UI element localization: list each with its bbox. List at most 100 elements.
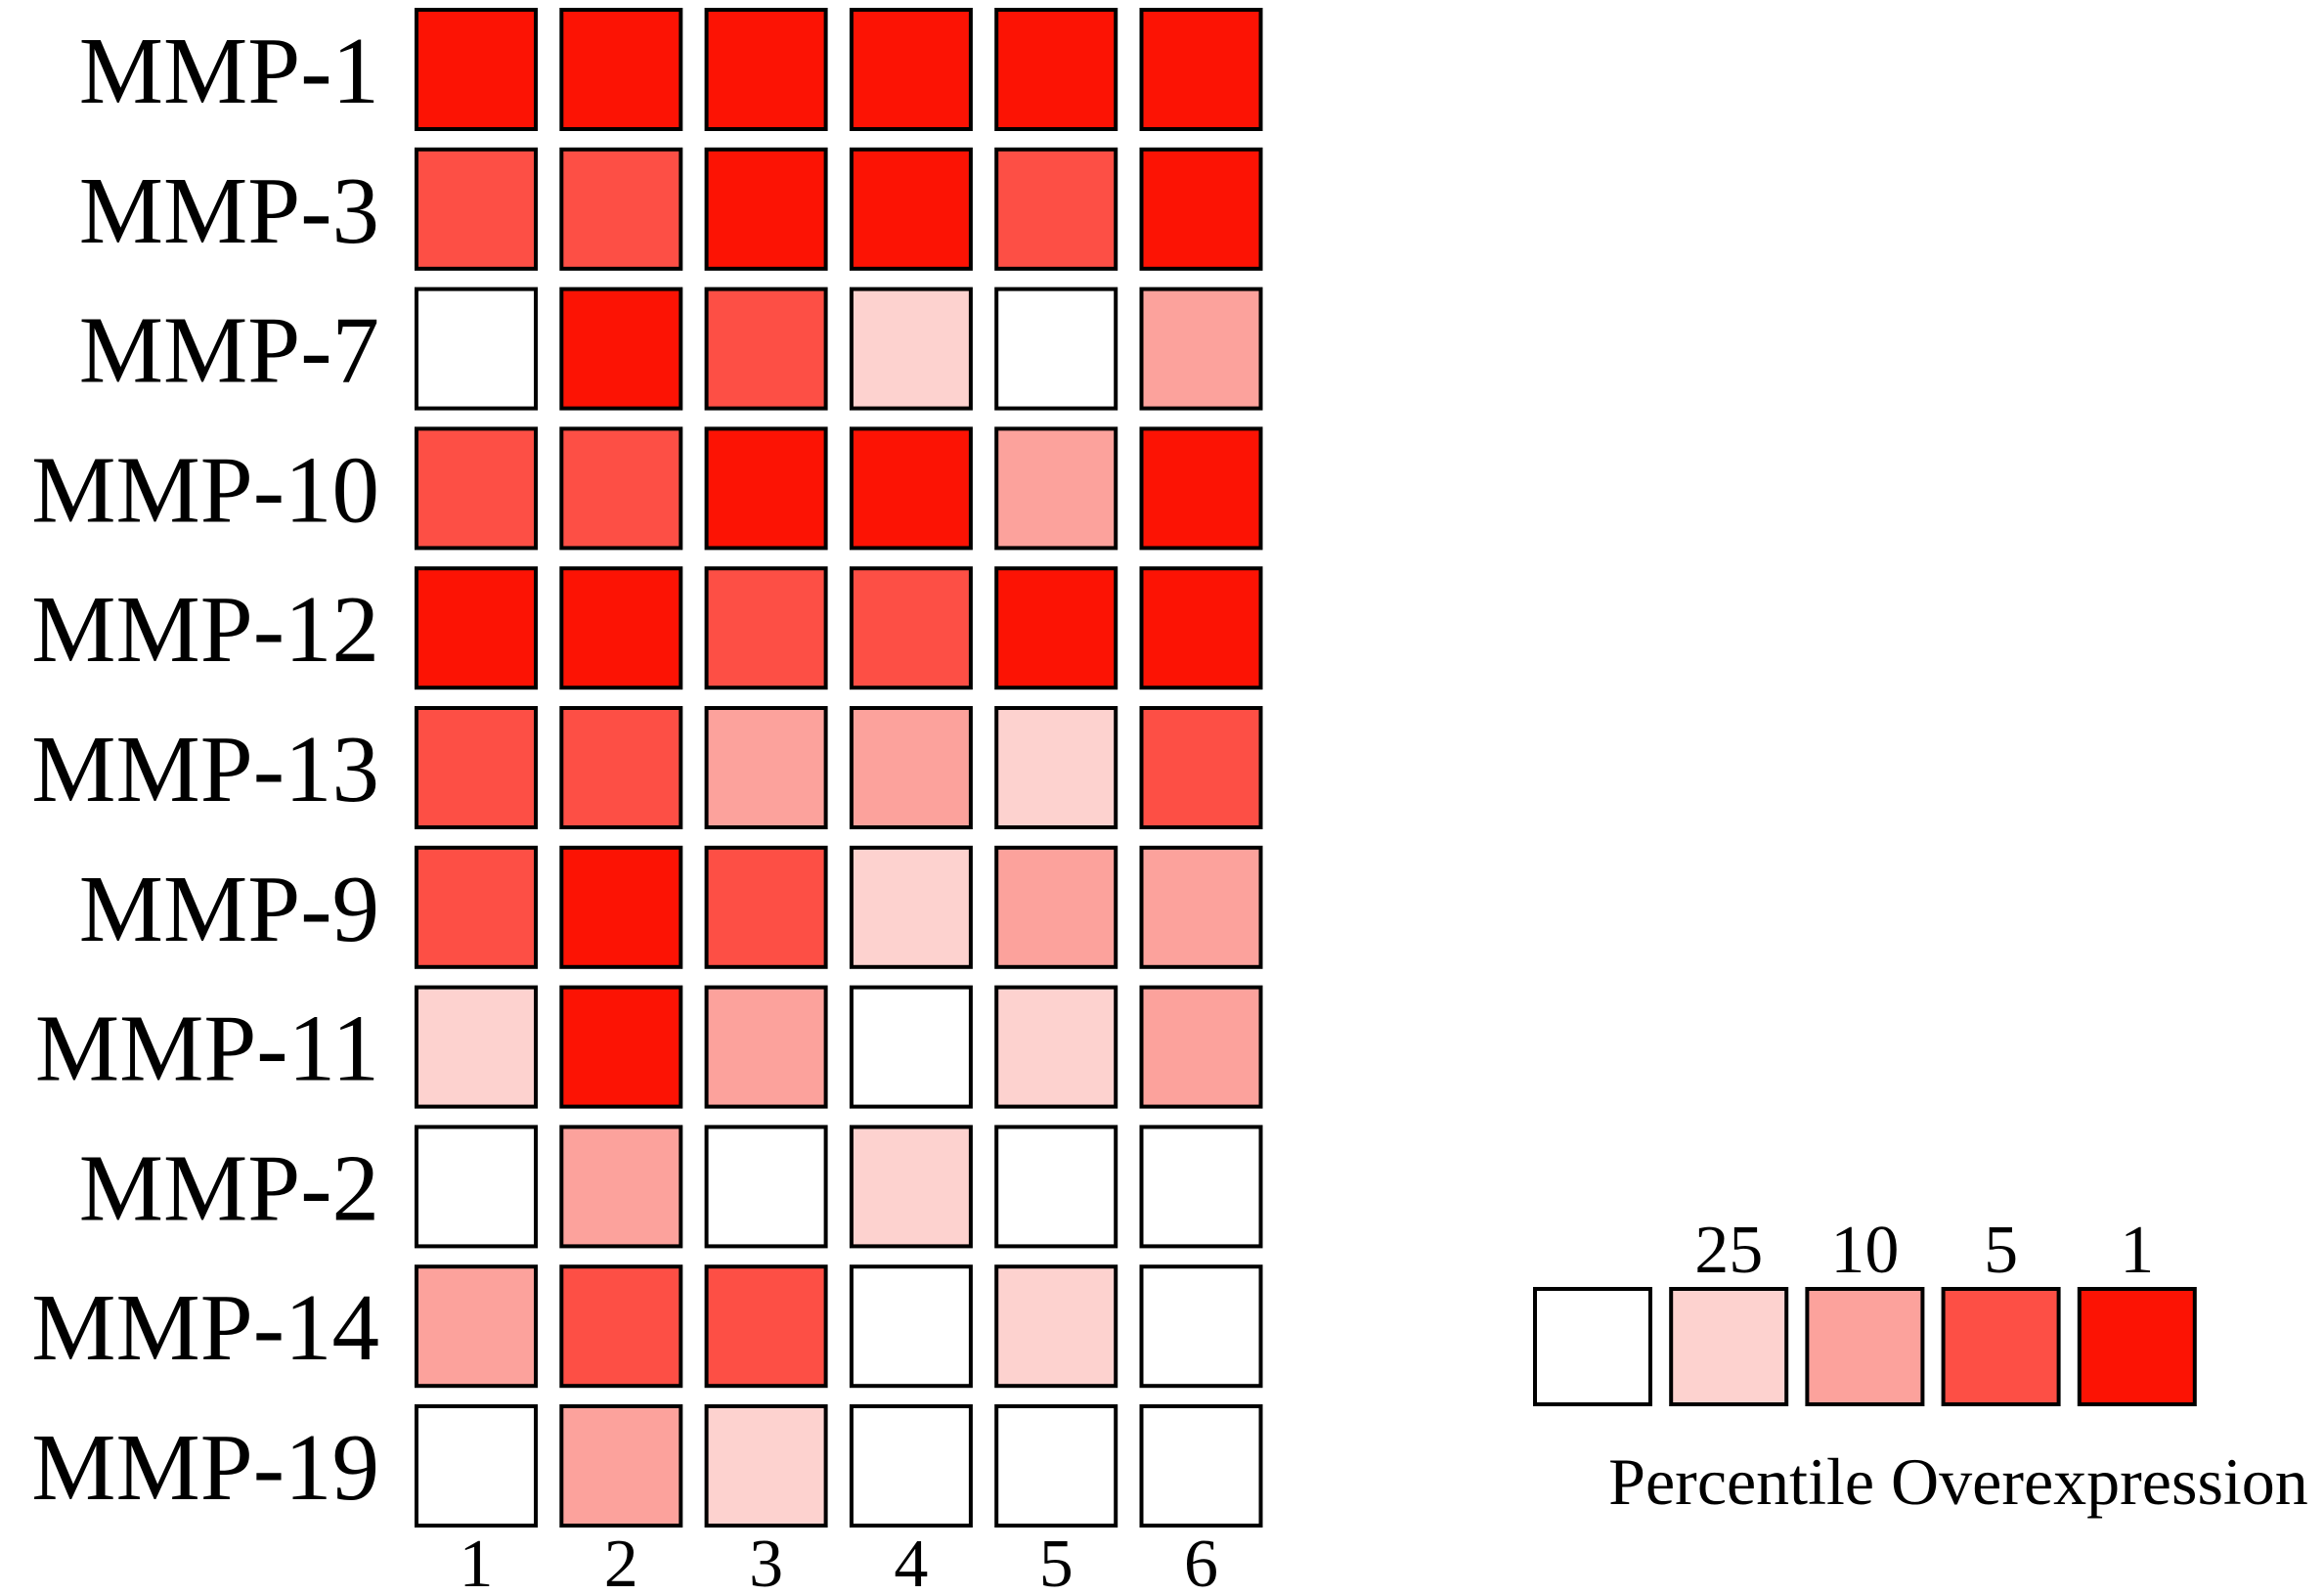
heatmap-cell xyxy=(559,287,683,411)
legend-tick-label: 10 xyxy=(1830,1213,1899,1288)
row-label: MMP-9 xyxy=(79,857,379,961)
heatmap-cell xyxy=(994,147,1118,271)
heatmap-cell xyxy=(559,706,683,829)
heatmap-cell xyxy=(849,845,973,969)
heatmap-cell xyxy=(704,1264,828,1389)
heatmap-cell xyxy=(559,8,683,131)
heatmap-cell xyxy=(994,426,1118,551)
heatmap-cell xyxy=(559,426,683,551)
legend-tick-label: 5 xyxy=(1984,1213,2018,1288)
heatmap-cell xyxy=(849,1125,973,1249)
row-label: MMP-10 xyxy=(31,437,379,542)
heatmap-cell xyxy=(1139,566,1263,690)
heatmap-cell xyxy=(849,706,973,829)
legend-swatch xyxy=(1533,1287,1652,1406)
heatmap-cell xyxy=(1139,8,1263,131)
heatmap-cell xyxy=(994,985,1118,1109)
heatmap-cell xyxy=(704,706,828,829)
legend-swatch xyxy=(2077,1287,2197,1406)
heatmap-cell xyxy=(415,985,538,1109)
heatmap-cell xyxy=(704,566,828,690)
legend-tick-label: 25 xyxy=(1694,1213,1763,1288)
heatmap-cell xyxy=(1139,985,1263,1109)
row-labels: MMP-1 MMP-3 MMP-7 MMP-10 MMP-12 MMP-13 MMP-9 MM… xyxy=(31,19,379,1520)
heatmap-cell xyxy=(849,287,973,411)
legend-swatch xyxy=(1805,1287,1925,1406)
heatmap-cell xyxy=(994,8,1118,131)
heatmap-cell xyxy=(415,845,538,969)
legend-ticks: 25 10 5 1 xyxy=(1694,1213,2154,1288)
heatmap-cell xyxy=(704,426,828,551)
heatmap-cell xyxy=(994,566,1118,690)
heatmap-cell xyxy=(849,1404,973,1528)
row-label: MMP-13 xyxy=(31,717,379,821)
row-label: MMP-7 xyxy=(79,298,379,403)
row-label: MMP-3 xyxy=(79,158,379,263)
legend-swatches xyxy=(1533,1287,2197,1406)
row-label: MMP-14 xyxy=(31,1275,379,1380)
heatmap-cell xyxy=(415,1264,538,1389)
heatmap-cell xyxy=(994,706,1118,829)
heatmap-cell xyxy=(1139,1404,1263,1528)
heatmap-cell xyxy=(994,287,1118,411)
column-label: 3 xyxy=(749,1527,783,1595)
heatmap-cell xyxy=(559,845,683,969)
heatmap-cell xyxy=(1139,845,1263,969)
heatmap-cell xyxy=(994,845,1118,969)
heatmap-cell xyxy=(704,1125,828,1249)
heatmap-cell xyxy=(704,985,828,1109)
heatmap-cell xyxy=(1139,287,1263,411)
column-labels: 1 2 3 4 5 6 xyxy=(460,1527,1219,1595)
heatmap-cell xyxy=(1139,426,1263,551)
legend-swatch xyxy=(1941,1287,2061,1406)
column-label: 6 xyxy=(1184,1527,1218,1595)
heatmap-cell xyxy=(415,1125,538,1249)
heatmap-cell xyxy=(849,426,973,551)
heatmap-cell xyxy=(994,1125,1118,1249)
heatmap-cell xyxy=(994,1404,1118,1528)
row-label: MMP-2 xyxy=(79,1135,379,1240)
heatmap-cell xyxy=(415,426,538,551)
heatmap-cell xyxy=(1139,706,1263,829)
heatmap-cell xyxy=(559,985,683,1109)
column-label: 4 xyxy=(894,1527,928,1595)
column-label: 2 xyxy=(604,1527,638,1595)
column-label: 1 xyxy=(460,1527,494,1595)
heatmap-cell xyxy=(704,845,828,969)
heatmap-cell xyxy=(415,706,538,829)
legend-tick-label: 1 xyxy=(2120,1213,2154,1288)
heatmap-cell xyxy=(559,566,683,690)
heatmap-cell xyxy=(704,8,828,131)
heatmap-cell xyxy=(559,1264,683,1389)
legend: 25 10 5 1 Percentile Overexpression xyxy=(1533,1213,2308,1519)
heatmap-cells xyxy=(415,8,1263,1528)
heatmap-cell xyxy=(704,1404,828,1528)
heatmap-cell xyxy=(415,287,538,411)
heatmap-cell xyxy=(704,147,828,271)
heatmap-cell xyxy=(1139,1264,1263,1389)
heatmap-cell xyxy=(1139,1125,1263,1249)
heatmap-cell xyxy=(994,1264,1118,1389)
heatmap-cell xyxy=(849,1264,973,1389)
heatmap-cell xyxy=(849,566,973,690)
heatmap-cell xyxy=(849,8,973,131)
heatmap-cell xyxy=(559,147,683,271)
heatmap-cell xyxy=(415,147,538,271)
heatmap-cell xyxy=(1139,147,1263,271)
row-label: MMP-1 xyxy=(79,19,379,123)
heatmap-cell xyxy=(415,8,538,131)
row-label: MMP-19 xyxy=(31,1415,379,1520)
legend-title: Percentile Overexpression xyxy=(1608,1444,2308,1519)
heatmap-cell xyxy=(415,1404,538,1528)
heatmap-cell xyxy=(415,566,538,690)
heatmap-cell xyxy=(559,1404,683,1528)
legend-swatch xyxy=(1669,1287,1789,1406)
heatmap-cell xyxy=(849,985,973,1109)
row-label: MMP-12 xyxy=(31,577,379,682)
heatmap-cell xyxy=(849,147,973,271)
heatmap-cell xyxy=(559,1125,683,1249)
row-label: MMP-11 xyxy=(35,997,379,1101)
heatmap-cell xyxy=(704,287,828,411)
column-label: 5 xyxy=(1039,1527,1074,1595)
